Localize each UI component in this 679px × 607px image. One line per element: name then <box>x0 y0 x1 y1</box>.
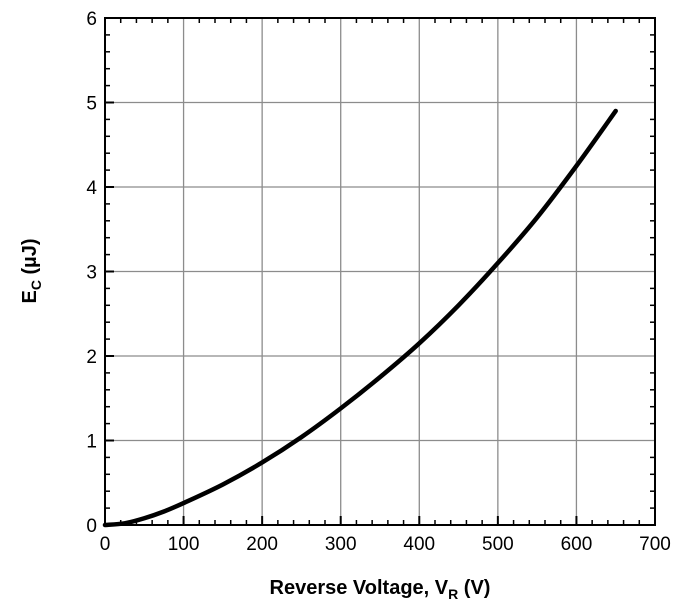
y-tick-label-0: 0 <box>86 516 97 537</box>
y-axis-title-subscript: C <box>28 280 44 290</box>
y-tick-label-4: 4 <box>86 178 97 199</box>
x-tick-label-0: 0 <box>100 534 111 555</box>
x-axis-title-main: Reverse Voltage, V <box>270 577 449 599</box>
x-axis-title-subscript: R <box>448 586 458 602</box>
x-tick-label-4: 400 <box>403 534 435 555</box>
x-tick-label-3: 300 <box>325 534 357 555</box>
y-tick-label-5: 5 <box>86 94 97 115</box>
ticks <box>104 17 656 526</box>
x-tick-label-6: 600 <box>561 534 593 555</box>
grid <box>105 18 655 525</box>
x-tick-label-2: 200 <box>246 534 278 555</box>
y-tick-label-3: 3 <box>86 263 97 284</box>
y-tick-label-6: 6 <box>86 9 97 30</box>
x-axis-title-suffix: (V) <box>458 577 490 599</box>
x-tick-label-7: 700 <box>639 534 671 555</box>
y-tick-label-1: 1 <box>86 432 97 453</box>
x-tick-label-1: 100 <box>168 534 200 555</box>
y-tick-label-2: 2 <box>86 347 97 368</box>
series <box>102 108 618 528</box>
tick-labels: 0 100 200 300 400 500 600 700 0 1 2 3 4 5 6 <box>86 9 670 555</box>
x-axis-title: Reverse Voltage, VR (V) <box>270 577 491 602</box>
y-axis-title: EC (µJ) <box>19 239 44 304</box>
series-line-0 <box>102 108 618 528</box>
x-tick-label-5: 500 <box>482 534 514 555</box>
y-axis-title-main: E <box>19 290 41 303</box>
y-axis-title-suffix: (µJ) <box>19 239 41 281</box>
